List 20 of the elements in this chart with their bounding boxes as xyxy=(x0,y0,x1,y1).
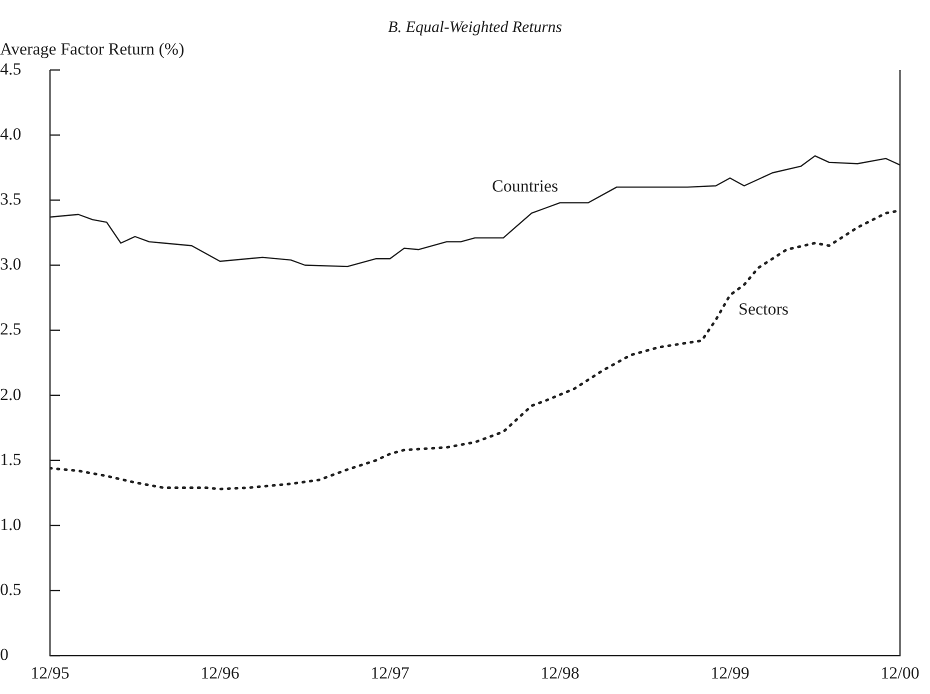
y-tick-label: 3.0 xyxy=(0,254,22,274)
x-tick-label: 12/98 xyxy=(540,663,580,682)
y-tick-label: 2.0 xyxy=(0,384,22,404)
y-tick-label: 4.5 xyxy=(0,59,22,78)
y-tick-label: 1.5 xyxy=(0,450,22,469)
series-label: Sectors xyxy=(738,300,789,319)
y-tick-label: 0.5 xyxy=(0,580,22,599)
y-tick-label: 2.5 xyxy=(0,320,22,339)
y-tick-label: 3.5 xyxy=(0,190,22,209)
chart-title: B. Equal-Weighted Returns xyxy=(388,19,562,36)
y-tick-label: 4.0 xyxy=(0,124,22,144)
x-tick-label: 12/95 xyxy=(30,663,70,682)
x-tick-label: 12/96 xyxy=(200,663,240,682)
y-tick-label: 1.0 xyxy=(0,514,22,534)
series-label: Countries xyxy=(492,176,558,196)
x-tick-label: 12/97 xyxy=(370,663,410,682)
x-tick-label: 12/99 xyxy=(710,663,750,682)
y-axis-title: Average Factor Return (%) xyxy=(0,39,184,58)
y-tick-label: 0 xyxy=(0,645,8,664)
x-tick-label: 12/00 xyxy=(880,663,920,682)
